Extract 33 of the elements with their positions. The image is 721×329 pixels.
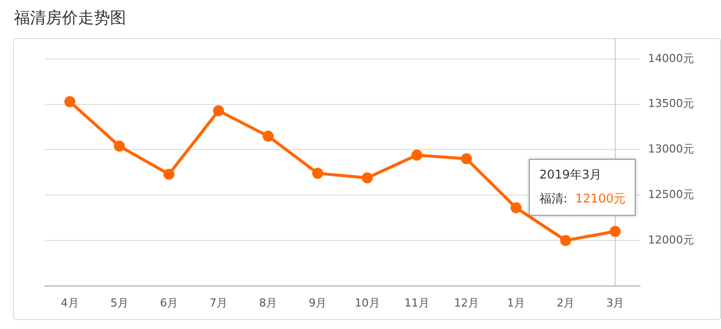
x-tick-label: 9月	[308, 296, 327, 310]
x-tick-label: 5月	[110, 296, 128, 310]
point	[610, 226, 621, 237]
x-tick-label: 12月	[454, 296, 479, 310]
point	[362, 172, 373, 184]
y-tick-label: 13500元	[648, 97, 694, 110]
point	[411, 150, 422, 161]
point	[213, 105, 224, 116]
x-tick-label: 2月	[556, 296, 575, 310]
point	[510, 202, 522, 214]
y-tick-label: 12000元	[648, 233, 694, 246]
x-tick-label: 3月	[606, 296, 624, 310]
x-tick-label: 7月	[210, 296, 228, 310]
series-label: 福清:	[539, 191, 568, 206]
y-tick-label: 13000元	[648, 142, 694, 156]
x-tick-label: 6月	[160, 296, 178, 310]
annotation: 2019年3月	[539, 167, 602, 182]
point	[114, 140, 125, 152]
x-tick-label: 4月	[60, 296, 79, 310]
x-tick-label: 8月	[259, 296, 278, 310]
x-tick-label: 10月	[354, 296, 380, 310]
y-tick-label: 14000元	[648, 52, 694, 65]
point	[262, 130, 274, 142]
chart-title: 福清房价走势图	[14, 8, 127, 29]
point	[312, 168, 324, 179]
point	[460, 153, 472, 164]
x-tick-label: 11月	[404, 296, 430, 310]
point	[163, 168, 174, 180]
point	[560, 234, 572, 246]
data-label: 12100元	[575, 191, 626, 206]
x-tick-label: 1月	[507, 296, 526, 310]
y-tick-label: 12500元	[648, 188, 694, 201]
point	[64, 96, 76, 108]
